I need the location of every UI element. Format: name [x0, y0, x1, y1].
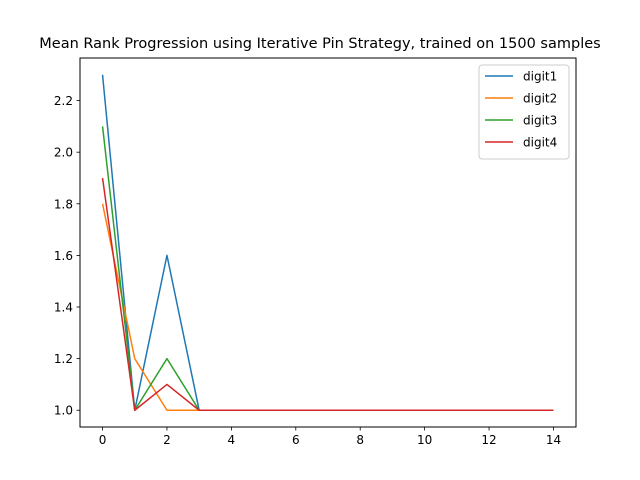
legend-label: digit1 [523, 70, 557, 84]
y-tick-label: 1.8 [54, 197, 73, 211]
y-axis: 1.0 1.2 1.4 1.6 1.8 2.0 2.2 [54, 94, 80, 418]
x-tick-label: 10 [417, 433, 432, 447]
x-tick-label: 12 [481, 433, 496, 447]
x-tick-label: 8 [356, 433, 364, 447]
chart-title: Mean Rank Progression using Iterative Pi… [39, 36, 600, 52]
x-tick-label: 2 [163, 433, 171, 447]
y-tick-label: 1.4 [54, 301, 73, 315]
series-layer [101, 74, 554, 411]
y-tick-label: 1.0 [54, 404, 73, 418]
x-tick-label: 6 [292, 433, 300, 447]
y-tick-label: 2.0 [54, 146, 73, 160]
x-tick-label: 14 [546, 433, 561, 447]
legend: digit1 digit2 digit3 digit4 [478, 64, 570, 160]
legend-label: digit4 [523, 136, 557, 150]
x-tick-label: 4 [228, 433, 236, 447]
legend-label: digit3 [523, 114, 557, 128]
x-tick-label: 0 [99, 433, 107, 447]
legend-box [478, 64, 570, 160]
y-tick-label: 1.6 [54, 249, 73, 263]
plot-frame [79, 57, 577, 428]
legend-label: digit2 [523, 92, 557, 106]
y-tick-label: 2.2 [54, 94, 73, 108]
x-axis: 0 2 4 6 8 10 12 14 [99, 427, 561, 447]
y-tick-label: 1.2 [54, 352, 73, 366]
series-line-digit4 [101, 177, 554, 411]
